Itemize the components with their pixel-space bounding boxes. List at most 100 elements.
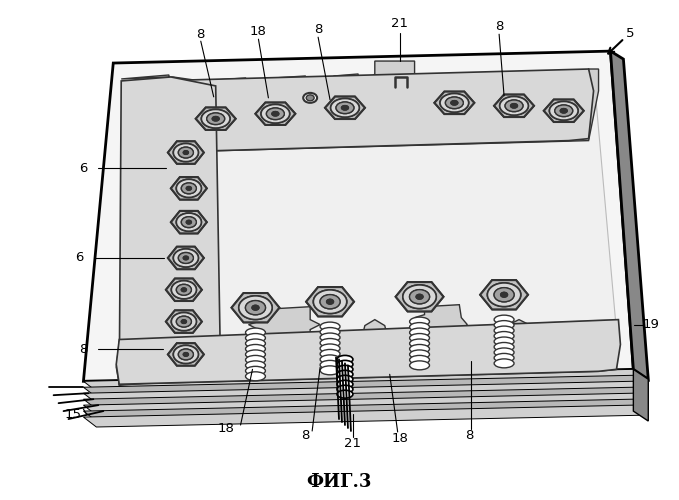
- Polygon shape: [201, 73, 615, 338]
- Ellipse shape: [409, 290, 430, 304]
- Text: 18: 18: [217, 422, 234, 436]
- Polygon shape: [122, 75, 221, 380]
- Text: 6: 6: [75, 252, 84, 264]
- Ellipse shape: [206, 113, 225, 124]
- Ellipse shape: [445, 97, 463, 108]
- Ellipse shape: [494, 359, 514, 368]
- Ellipse shape: [505, 100, 523, 112]
- Ellipse shape: [337, 366, 353, 374]
- Polygon shape: [166, 310, 202, 333]
- Ellipse shape: [202, 110, 230, 128]
- Ellipse shape: [488, 283, 521, 306]
- Polygon shape: [166, 278, 202, 301]
- Text: 8: 8: [465, 430, 473, 442]
- Ellipse shape: [320, 294, 340, 309]
- Ellipse shape: [409, 356, 430, 364]
- Ellipse shape: [500, 292, 508, 298]
- Polygon shape: [168, 343, 204, 365]
- Ellipse shape: [171, 312, 196, 330]
- Ellipse shape: [183, 352, 189, 356]
- Ellipse shape: [173, 144, 198, 162]
- Ellipse shape: [451, 100, 458, 105]
- Ellipse shape: [451, 100, 458, 105]
- Ellipse shape: [320, 322, 340, 331]
- Ellipse shape: [183, 256, 189, 260]
- Ellipse shape: [494, 326, 514, 335]
- Text: 21: 21: [344, 438, 361, 450]
- Ellipse shape: [239, 296, 272, 320]
- Ellipse shape: [183, 352, 189, 356]
- Ellipse shape: [337, 370, 353, 378]
- Ellipse shape: [177, 284, 191, 295]
- Ellipse shape: [246, 361, 265, 370]
- Ellipse shape: [409, 328, 430, 337]
- Polygon shape: [147, 69, 593, 152]
- Ellipse shape: [494, 288, 514, 302]
- Ellipse shape: [549, 102, 578, 120]
- Polygon shape: [166, 310, 202, 333]
- Polygon shape: [306, 287, 354, 316]
- Ellipse shape: [181, 288, 187, 292]
- Ellipse shape: [337, 360, 353, 368]
- Ellipse shape: [320, 350, 340, 358]
- Polygon shape: [168, 142, 204, 164]
- Polygon shape: [610, 51, 648, 380]
- Polygon shape: [494, 94, 534, 117]
- Ellipse shape: [409, 290, 430, 304]
- Ellipse shape: [555, 105, 572, 117]
- Polygon shape: [480, 280, 528, 310]
- Ellipse shape: [549, 102, 578, 120]
- Ellipse shape: [181, 320, 187, 324]
- Polygon shape: [544, 100, 584, 122]
- Ellipse shape: [337, 356, 353, 364]
- Text: 5: 5: [626, 26, 635, 40]
- Ellipse shape: [266, 108, 285, 120]
- Polygon shape: [196, 108, 236, 130]
- Ellipse shape: [320, 366, 340, 375]
- Polygon shape: [255, 102, 295, 125]
- Ellipse shape: [505, 100, 523, 112]
- Ellipse shape: [320, 328, 340, 336]
- Text: 8: 8: [79, 343, 88, 356]
- Ellipse shape: [511, 104, 517, 108]
- Polygon shape: [84, 51, 634, 382]
- Ellipse shape: [306, 95, 314, 101]
- Ellipse shape: [327, 299, 333, 304]
- Ellipse shape: [511, 104, 517, 108]
- Ellipse shape: [304, 93, 317, 103]
- Ellipse shape: [337, 376, 353, 384]
- Ellipse shape: [179, 349, 194, 360]
- Text: 8: 8: [314, 22, 323, 36]
- Polygon shape: [84, 399, 648, 421]
- Ellipse shape: [261, 104, 290, 123]
- Polygon shape: [396, 282, 443, 312]
- Ellipse shape: [336, 102, 354, 114]
- Ellipse shape: [494, 288, 514, 302]
- Ellipse shape: [173, 346, 198, 364]
- Ellipse shape: [202, 110, 230, 128]
- Ellipse shape: [181, 288, 187, 292]
- Ellipse shape: [173, 249, 198, 267]
- Ellipse shape: [331, 98, 359, 117]
- Polygon shape: [168, 343, 204, 365]
- Ellipse shape: [313, 290, 347, 314]
- Polygon shape: [116, 304, 617, 384]
- Ellipse shape: [177, 316, 191, 327]
- Ellipse shape: [261, 104, 290, 123]
- Ellipse shape: [313, 290, 347, 314]
- Ellipse shape: [181, 320, 187, 324]
- Polygon shape: [494, 94, 534, 117]
- Ellipse shape: [173, 346, 198, 364]
- Ellipse shape: [181, 216, 196, 228]
- Ellipse shape: [252, 305, 259, 310]
- Ellipse shape: [177, 316, 191, 327]
- Ellipse shape: [500, 96, 528, 115]
- Ellipse shape: [173, 249, 198, 267]
- Ellipse shape: [245, 300, 265, 315]
- Ellipse shape: [494, 337, 514, 346]
- Ellipse shape: [171, 280, 196, 299]
- Ellipse shape: [246, 328, 265, 337]
- Ellipse shape: [440, 94, 469, 112]
- Ellipse shape: [320, 294, 340, 309]
- Polygon shape: [435, 92, 474, 114]
